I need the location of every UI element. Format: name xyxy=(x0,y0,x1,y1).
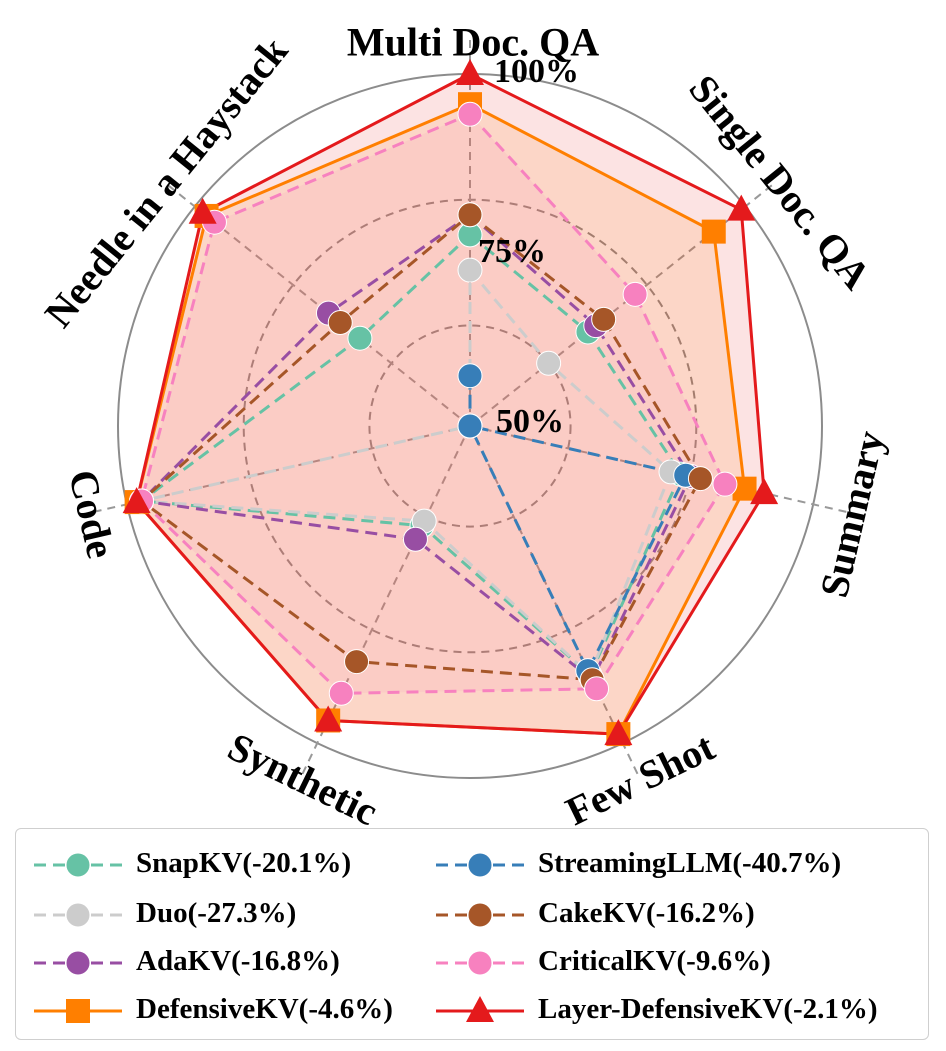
legend-marker-snapkv xyxy=(65,852,91,878)
legend-marker-layer-defensivekv xyxy=(466,996,494,1022)
point-snapkv-needle-in-a-haystack xyxy=(347,325,373,351)
spoke-summary xyxy=(469,425,848,514)
point-layer-defensivekv-multi-doc-qa xyxy=(456,59,484,85)
ring-label-50: 50% xyxy=(496,403,564,440)
legend-marker-defensivekv xyxy=(66,999,90,1023)
area-defensivekv xyxy=(136,104,745,735)
point-layer-defensivekv-summary xyxy=(750,478,779,505)
legend-label: SnapKV(-20.1%) xyxy=(136,847,352,879)
legend-swatch xyxy=(34,902,122,928)
series-markers xyxy=(122,59,779,747)
legend-marker-duo xyxy=(65,902,91,928)
point-criticalkv-single-doc-qa xyxy=(622,281,648,307)
series-fills xyxy=(136,74,765,735)
point-cakekv-needle-in-a-haystack xyxy=(327,310,353,336)
point-criticalkv-multi-doc-qa xyxy=(457,101,483,127)
point-layer-defensivekv-single-doc-qa xyxy=(727,194,756,221)
point-streamingllm-multi-doc-qa xyxy=(457,363,483,389)
legend-swatch xyxy=(34,950,122,976)
legend-swatch xyxy=(436,852,524,878)
axis-label-synthetic: Synthetic xyxy=(221,724,385,835)
legend-swatch xyxy=(436,996,524,1022)
point-layer-defensivekv-few-shot xyxy=(604,719,633,746)
spoke-few-shot xyxy=(469,425,639,776)
ring-label-100: 100% xyxy=(494,53,579,90)
line-cakekv xyxy=(140,213,702,682)
axis-label-code: Code xyxy=(60,466,124,563)
line-snapkv xyxy=(140,233,683,677)
legend-swatch xyxy=(436,902,524,928)
area-layer-defensivekv xyxy=(136,74,765,735)
legend-marker-streamingllm xyxy=(467,852,493,878)
point-adakv-synthetic xyxy=(402,526,428,552)
axis-label-multi-doc-qa: Multi Doc. QA xyxy=(347,20,599,65)
axis-label-summary: Summary xyxy=(811,427,893,602)
point-duo-multi-doc-qa xyxy=(457,257,483,283)
legend-swatch xyxy=(34,999,122,1023)
point-layer-defensivekv-synthetic xyxy=(314,705,343,732)
line-criticalkv xyxy=(140,112,727,695)
legend-label: CakeKV(-16.2%) xyxy=(538,897,755,929)
line-layer-defensivekv xyxy=(135,72,766,736)
legend-marker-adakv xyxy=(65,950,91,976)
area-criticalkv xyxy=(141,114,725,694)
point-defensivekv-single-doc-qa xyxy=(701,219,726,244)
legend-label: CriticalKV(-9.6%) xyxy=(538,945,771,977)
point-layer-defensivekv-needle-in-a-haystack xyxy=(188,197,217,224)
legend-marker-criticalkv xyxy=(467,950,493,976)
legend-label: StreamingLLM(-40.7%) xyxy=(538,847,842,879)
legend-swatch xyxy=(34,852,122,878)
legend-label: AdaKV(-16.8%) xyxy=(136,945,340,977)
point-streamingllm-needle-in-a-haystack xyxy=(457,413,483,439)
legend-swatch xyxy=(436,950,524,976)
point-cakekv-synthetic xyxy=(344,649,370,675)
legend-label: DefensiveKV(-4.6%) xyxy=(136,993,393,1025)
legend-marker-cakekv xyxy=(467,902,493,928)
axis-label-few-shot: Few Shot xyxy=(559,724,722,834)
legend-label: Layer-DefensiveKV(-2.1%) xyxy=(538,993,878,1025)
point-duo-single-doc-qa xyxy=(536,350,562,376)
line-adakv xyxy=(140,213,693,682)
point-cakekv-single-doc-qa xyxy=(591,306,617,332)
ring-label-75: 75% xyxy=(478,233,546,270)
legend: SnapKV(-20.1%) StreamingLLM(-40.7%) Duo(… xyxy=(15,828,929,1040)
legend-label: Duo(-27.3%) xyxy=(136,897,297,929)
ring-50 xyxy=(368,324,572,528)
point-cakekv-summary xyxy=(687,466,713,492)
point-layer-defensivekv-code xyxy=(122,487,151,514)
line-duo xyxy=(140,268,673,677)
point-criticalkv-summary xyxy=(712,471,738,497)
point-criticalkv-few-shot xyxy=(584,676,610,702)
series-lines xyxy=(135,72,766,736)
point-criticalkv-synthetic xyxy=(328,680,354,706)
point-cakekv-multi-doc-qa xyxy=(457,202,483,228)
